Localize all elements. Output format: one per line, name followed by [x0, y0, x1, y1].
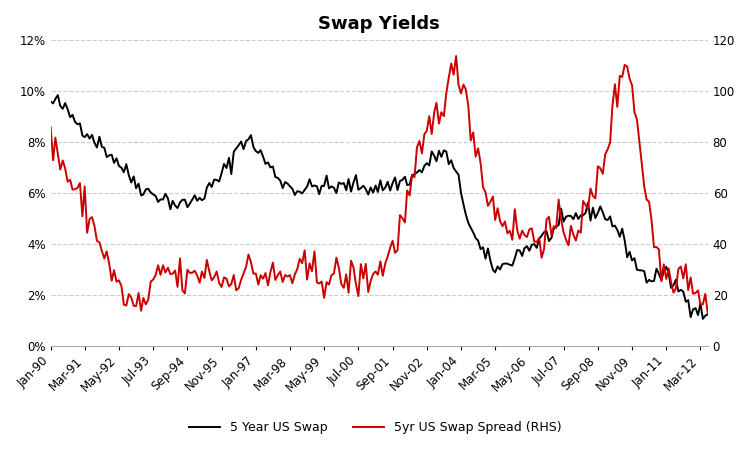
- Title: Swap Yields: Swap Yields: [318, 15, 440, 33]
- Line: 5 Year US Swap: 5 Year US Swap: [50, 95, 708, 319]
- Line: 5yr US Swap Spread (RHS): 5yr US Swap Spread (RHS): [50, 56, 708, 313]
- Legend: 5 Year US Swap, 5yr US Swap Spread (RHS): 5 Year US Swap, 5yr US Swap Spread (RHS): [184, 416, 566, 439]
